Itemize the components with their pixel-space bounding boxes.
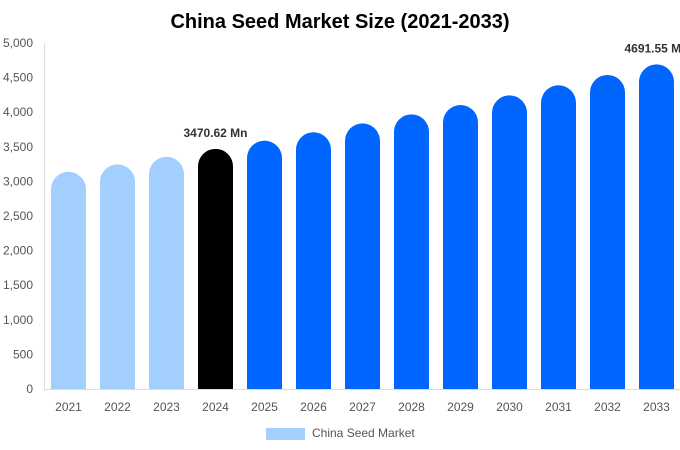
y-tick-label: 2,500 — [3, 209, 33, 223]
legend: China Seed Market — [266, 426, 415, 440]
bar-2022 — [100, 164, 135, 389]
bar-2028 — [394, 114, 429, 389]
x-tick-label: 2033 — [643, 400, 670, 414]
x-tick-label: 2028 — [398, 400, 425, 414]
bar-2029 — [443, 105, 478, 389]
legend-swatch — [266, 428, 305, 440]
y-tick-label: 2,000 — [3, 244, 33, 258]
bar-2032 — [590, 74, 625, 389]
x-tick-label: 2022 — [104, 400, 131, 414]
y-tick-label: 500 — [13, 347, 33, 361]
x-tick-label: 2024 — [202, 400, 229, 414]
bar-2031 — [541, 85, 576, 390]
x-tick-label: 2023 — [153, 400, 180, 414]
y-tick-label: 4,000 — [3, 105, 33, 119]
bar-2025 — [247, 140, 282, 389]
x-tick-label: 2027 — [349, 400, 376, 414]
x-tick-label: 2029 — [447, 400, 474, 414]
bar-2023 — [149, 156, 184, 389]
y-tick-label: 3,000 — [3, 174, 33, 188]
data-label-2024: 3470.62 Mn — [183, 126, 247, 140]
bar-2027 — [345, 123, 380, 389]
y-tick-label: 4,500 — [3, 71, 33, 85]
bar-2033 — [639, 64, 674, 390]
bar-2024 — [198, 148, 233, 389]
x-tick-label: 2031 — [545, 400, 572, 414]
x-tick-label: 2025 — [251, 400, 278, 414]
y-tick-label: 1,500 — [3, 278, 33, 292]
data-label-2033: 4691.55 Mn — [624, 41, 680, 55]
x-tick-label: 2030 — [496, 400, 523, 414]
x-tick-label: 2021 — [55, 400, 82, 414]
bar-2030 — [492, 95, 527, 390]
legend-label: China Seed Market — [312, 426, 415, 440]
y-tick-label: 1,000 — [3, 313, 33, 327]
y-tick-label: 3,500 — [3, 140, 33, 154]
x-tick-label: 2026 — [300, 400, 327, 414]
y-tick-label: 0 — [26, 382, 33, 396]
bar-2021 — [51, 171, 86, 389]
bar-2026 — [296, 132, 331, 390]
chart-title: China Seed Market Size (2021-2033) — [170, 11, 509, 33]
x-tick-label: 2032 — [594, 400, 621, 414]
y-tick-label: 5,000 — [3, 36, 33, 50]
